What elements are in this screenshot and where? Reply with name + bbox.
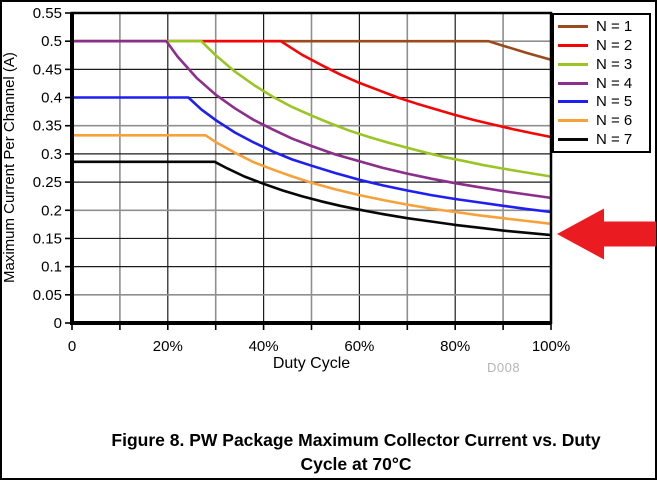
legend-swatch [558,81,588,85]
legend-swatch [558,137,588,141]
legend-item: N = 3 [554,55,649,73]
series-curve [72,160,552,237]
series-curve [72,39,552,200]
legend-label: N = 1 [596,18,633,36]
x-tick-label: 60% [344,338,374,355]
legend-label: N = 5 [596,93,633,111]
legend-swatch [558,62,588,66]
y-tick-label: 0.4 [41,90,62,107]
legend-label: N = 4 [596,74,633,92]
legend-swatch [558,119,588,122]
legend-item: N = 6 [554,112,649,130]
y-tick-label: 0.55 [33,5,62,22]
series-curve [72,134,552,226]
legend-swatch [558,44,588,47]
y-tick-label: 0.3 [41,146,62,163]
series-curve [72,39,552,178]
y-tick-label: 0.05 [33,287,62,304]
legend-label: N = 3 [596,55,633,73]
x-tick-label: 40% [249,338,279,355]
legend-item: N = 7 [554,130,649,148]
legend-label: N = 7 [596,130,633,148]
y-tick-label: 0.45 [33,61,62,78]
legend-label: N = 6 [596,112,633,129]
y-tick-label: 0.15 [33,230,62,247]
y-tick-label: 0 [54,315,62,332]
legend-item: N = 5 [554,93,649,111]
legend-swatch [558,25,588,29]
y-tick-label: 0.2 [41,202,62,219]
x-tick-label: 80% [440,338,470,355]
y-tick-label: 0.1 [41,259,62,276]
figure-caption-line1: Figure 8. PW Package Maximum Collector C… [111,430,601,450]
y-tick-label: 0.5 [41,33,62,50]
y-tick-label: 0.35 [33,118,62,135]
plot-id-label: D008 [487,360,521,375]
legend-swatch [558,100,588,104]
series-curve [72,39,552,139]
series-curve [72,39,552,62]
legend-item: N = 4 [554,74,649,92]
legend-item: N = 2 [554,37,649,55]
legend-item: N = 1 [554,18,649,36]
y-tick-label: 0.25 [33,174,62,191]
x-tick-label: 20% [153,338,183,355]
legend-label: N = 2 [596,37,633,54]
figure-caption-line2: Cycle at 70°C [300,454,412,474]
x-axis-title: Duty Cycle [272,355,351,372]
x-tick-label: 0 [68,338,76,355]
x-tick-label: 100% [532,338,570,355]
figure-caption: Figure 8. PW Package Maximum Collector C… [56,428,656,476]
series-curve [72,96,552,214]
